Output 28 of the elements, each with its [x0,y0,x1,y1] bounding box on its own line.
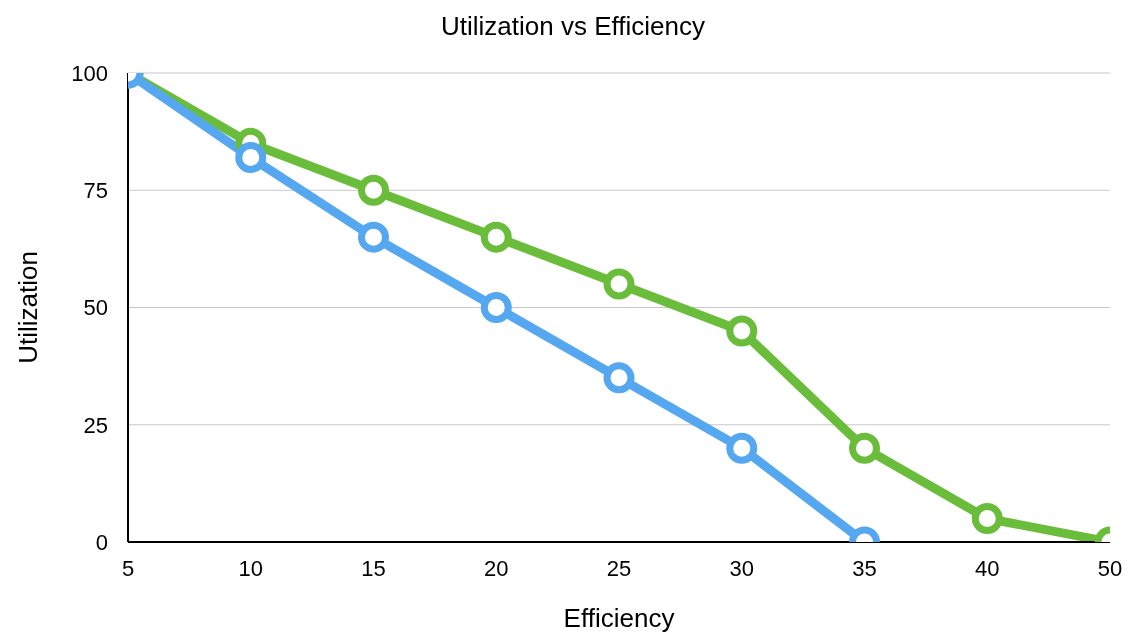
point [849,432,880,464]
point [480,292,512,323]
point [603,362,635,394]
x-tick-label: 35 [852,555,877,581]
y-tick-label: 0 [95,529,108,555]
point [971,503,1003,535]
point [235,141,267,173]
x-tick-label: 10 [238,555,263,581]
x-tick-label: 40 [975,555,1000,581]
x-tick-label: 15 [361,555,386,581]
chart-title: Utilization vs Efficiency [440,10,706,43]
y-tick-label: 50 [83,295,108,321]
x-tick-label: 30 [729,555,754,581]
point [358,174,389,206]
x-tick-label: 20 [484,555,509,581]
point [358,221,389,253]
x-tick-label: 25 [606,555,632,581]
x-tick-label: 50 [1097,555,1123,581]
y-tick-label: 25 [83,412,108,438]
x-axis-title: Efficiency [563,603,675,633]
point [726,315,758,347]
y-tick-label: 75 [83,178,108,204]
point [726,432,758,464]
y-axis-title: Utilization [13,251,44,364]
y-tick-label: 100 [71,60,108,86]
point [480,221,512,253]
point [603,268,635,300]
x-tick-label: 5 [121,555,135,581]
